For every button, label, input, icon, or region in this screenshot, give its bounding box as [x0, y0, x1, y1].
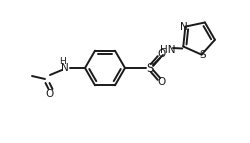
Text: O: O [46, 89, 54, 99]
Text: H: H [58, 56, 66, 65]
Text: S: S [146, 61, 154, 75]
Text: HN: HN [160, 45, 176, 55]
Text: N: N [180, 22, 188, 32]
Text: O: O [157, 77, 165, 87]
Text: N: N [61, 63, 69, 73]
Text: O: O [157, 49, 165, 59]
Text: S: S [199, 50, 206, 60]
